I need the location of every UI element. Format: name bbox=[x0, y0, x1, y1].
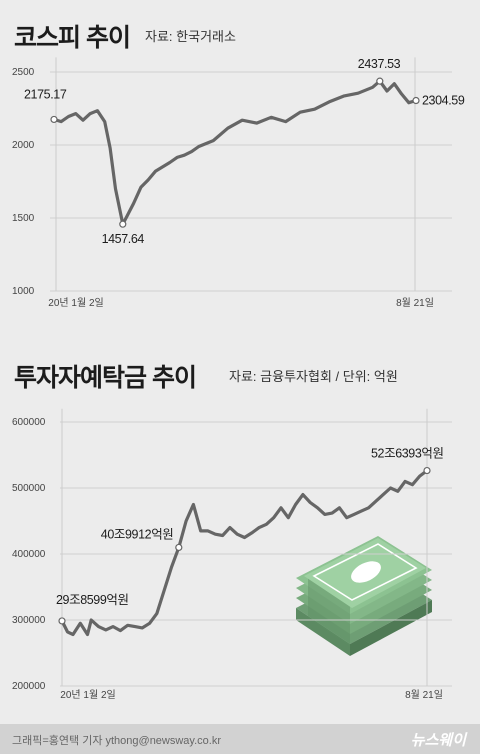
data-label: 52조6393억원 bbox=[371, 447, 444, 461]
annotation-marker bbox=[119, 220, 127, 228]
y-tick-label: 600000 bbox=[12, 417, 46, 428]
y-tick-label: 1500 bbox=[12, 213, 35, 224]
brand-logo: 뉴스웨이 bbox=[410, 732, 466, 749]
graphic-credit: 그래픽=홍연택 기자 ythong@newsway.co.kr bbox=[12, 735, 222, 747]
footer-bar: 그래픽=홍연택 기자 ythong@newsway.co.kr 뉴스웨이 bbox=[0, 724, 480, 754]
y-tick-label: 400000 bbox=[12, 549, 46, 560]
annotation-marker bbox=[376, 77, 384, 85]
annotation-marker bbox=[412, 96, 420, 105]
chart1-title: 코스피 추이 bbox=[14, 24, 131, 52]
data-label: 2175.17 bbox=[24, 87, 67, 101]
x-tick-label: 20년 1월 2일 bbox=[60, 689, 115, 701]
y-tick-label: 200000 bbox=[12, 681, 46, 692]
data-label: 2437.53 bbox=[358, 57, 401, 71]
y-tick-label: 500000 bbox=[12, 483, 46, 494]
data-label: 40조9912억원 bbox=[101, 527, 174, 541]
y-tick-label: 2000 bbox=[12, 140, 35, 151]
series-line bbox=[60, 469, 429, 637]
charts-canvas: 2500 2000 1500 1000 20년 1월 2일 8월 21일 2175.17 1… bbox=[12, 57, 465, 701]
chart1-source: 자료: 한국거래소 bbox=[145, 29, 236, 44]
data-label: 29조8599억원 bbox=[56, 593, 129, 607]
y-tick-label: 2500 bbox=[12, 67, 35, 78]
y-tick-label: 1000 bbox=[12, 286, 35, 297]
series-line bbox=[52, 79, 418, 226]
annotation-marker bbox=[175, 543, 183, 552]
annotation-marker bbox=[50, 115, 58, 124]
chart2-source: 자료: 금융투자협회 / 단위: 억원 bbox=[229, 369, 398, 384]
data-label: 2304.59 bbox=[422, 94, 465, 108]
x-tick-label: 20년 1월 2일 bbox=[48, 297, 103, 309]
chart2-title: 투자자예탁금 추이 bbox=[14, 364, 197, 392]
y-tick-label: 300000 bbox=[12, 615, 46, 626]
annotation-marker bbox=[58, 617, 66, 625]
x-tick-label: 8월 21일 bbox=[405, 689, 443, 701]
data-label: 1457.64 bbox=[102, 232, 145, 246]
x-tick-label: 8월 21일 bbox=[396, 297, 434, 309]
annotation-marker bbox=[423, 466, 431, 475]
